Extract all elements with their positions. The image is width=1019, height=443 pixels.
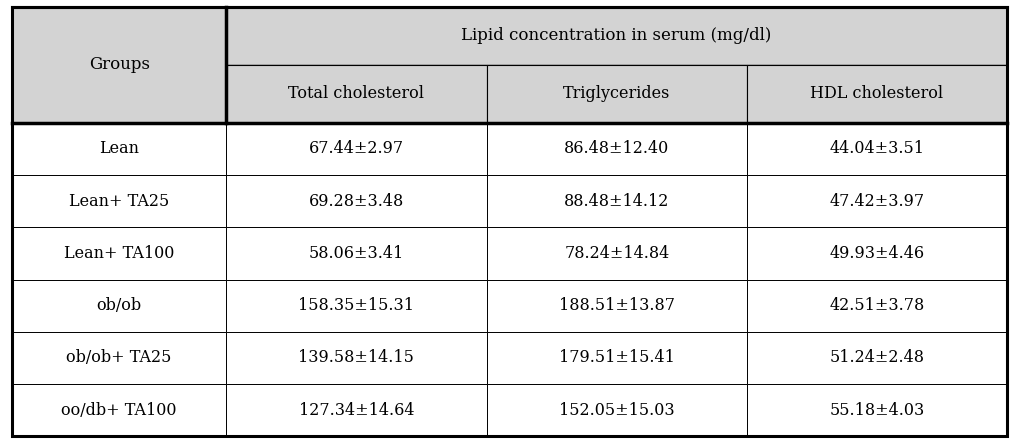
- Bar: [487, 227, 747, 280]
- Text: Lipid concentration in serum (mg/dl): Lipid concentration in serum (mg/dl): [462, 27, 771, 44]
- Text: 49.93±4.46: 49.93±4.46: [829, 245, 924, 262]
- Bar: [12, 384, 226, 436]
- Bar: [747, 384, 1007, 436]
- Text: 188.51±13.87: 188.51±13.87: [558, 297, 675, 314]
- Text: 78.24±14.84: 78.24±14.84: [565, 245, 669, 262]
- Bar: [747, 65, 1007, 123]
- Bar: [226, 227, 487, 280]
- Text: 88.48±14.12: 88.48±14.12: [565, 193, 669, 210]
- Text: 58.06±3.41: 58.06±3.41: [309, 245, 404, 262]
- Text: Total cholesterol: Total cholesterol: [288, 85, 424, 102]
- Text: oo/db+ TA100: oo/db+ TA100: [61, 402, 177, 419]
- Bar: [12, 123, 226, 175]
- Text: 152.05±15.03: 152.05±15.03: [559, 402, 675, 419]
- Text: 55.18±4.03: 55.18±4.03: [829, 402, 924, 419]
- Text: 44.04±3.51: 44.04±3.51: [829, 140, 924, 157]
- Text: 139.58±14.15: 139.58±14.15: [299, 350, 415, 366]
- Text: 127.34±14.64: 127.34±14.64: [299, 402, 414, 419]
- Bar: [226, 280, 487, 332]
- Bar: [747, 227, 1007, 280]
- Text: ob/ob+ TA25: ob/ob+ TA25: [66, 350, 172, 366]
- Bar: [747, 280, 1007, 332]
- Bar: [226, 384, 487, 436]
- Bar: [226, 123, 487, 175]
- Text: 67.44±2.97: 67.44±2.97: [309, 140, 404, 157]
- Text: 47.42±3.97: 47.42±3.97: [829, 193, 924, 210]
- Bar: [12, 280, 226, 332]
- Text: Triglycerides: Triglycerides: [564, 85, 671, 102]
- Text: 86.48±12.40: 86.48±12.40: [565, 140, 669, 157]
- Bar: [487, 384, 747, 436]
- Text: 158.35±15.31: 158.35±15.31: [299, 297, 415, 314]
- Text: Lean: Lean: [99, 140, 140, 157]
- Bar: [12, 227, 226, 280]
- Bar: [226, 175, 487, 227]
- Text: 42.51±3.78: 42.51±3.78: [829, 297, 924, 314]
- Bar: [487, 280, 747, 332]
- Bar: [487, 332, 747, 384]
- Text: ob/ob: ob/ob: [97, 297, 142, 314]
- Text: 51.24±2.48: 51.24±2.48: [829, 350, 924, 366]
- Text: 179.51±15.41: 179.51±15.41: [559, 350, 675, 366]
- Bar: [747, 123, 1007, 175]
- Bar: [12, 175, 226, 227]
- Bar: [226, 332, 487, 384]
- Bar: [747, 332, 1007, 384]
- Bar: [226, 7, 1007, 65]
- Bar: [12, 7, 226, 123]
- Bar: [487, 175, 747, 227]
- Text: HDL cholesterol: HDL cholesterol: [810, 85, 944, 102]
- Text: Groups: Groups: [89, 56, 150, 73]
- Bar: [226, 65, 487, 123]
- Bar: [487, 123, 747, 175]
- Bar: [12, 332, 226, 384]
- Bar: [487, 65, 747, 123]
- Text: 69.28±3.48: 69.28±3.48: [309, 193, 404, 210]
- Bar: [747, 175, 1007, 227]
- Text: Lean+ TA25: Lean+ TA25: [69, 193, 169, 210]
- Text: Lean+ TA100: Lean+ TA100: [64, 245, 174, 262]
